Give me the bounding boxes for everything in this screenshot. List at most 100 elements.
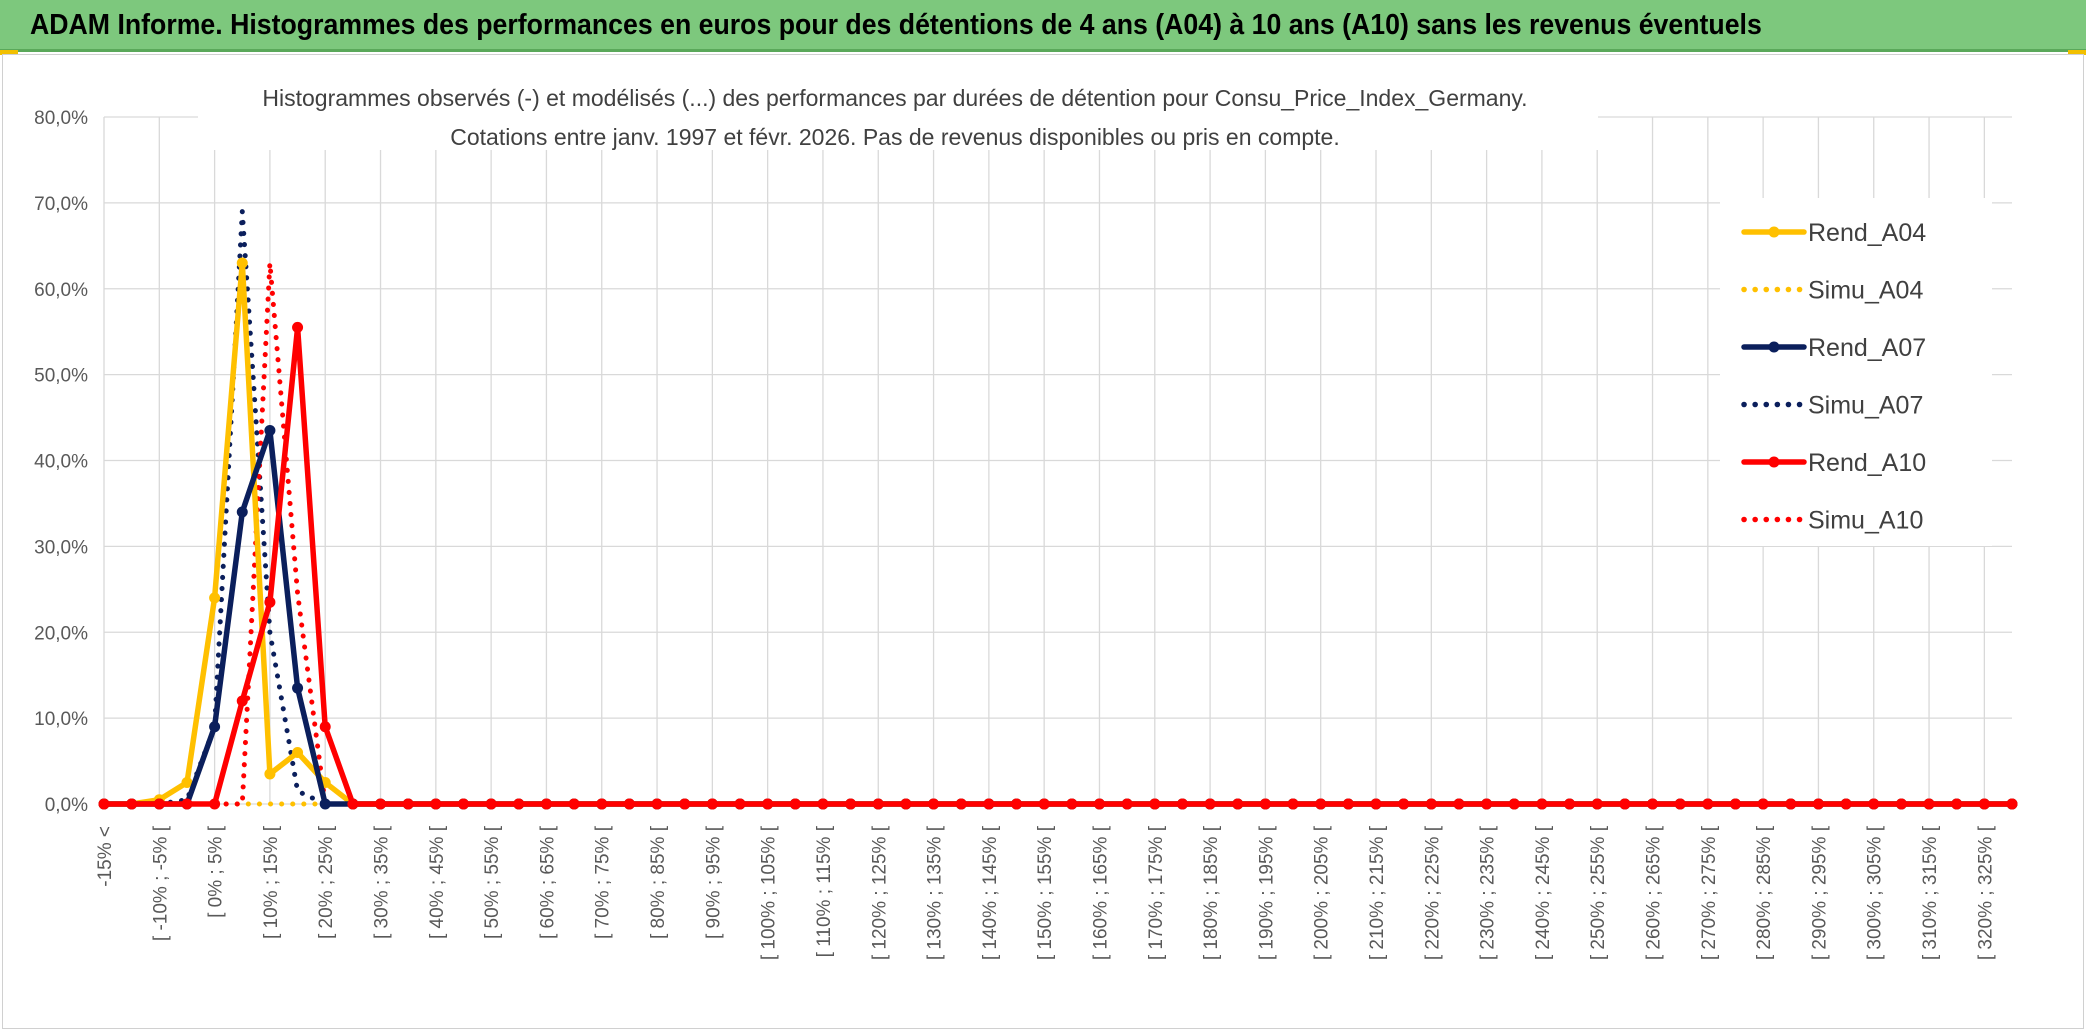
- x-tick-label: [ 320% ; 325% [: [1975, 825, 1996, 960]
- grid-layer: [103, 116, 2012, 805]
- x-tick-label: [ 200% ; 205% [: [1312, 825, 1333, 960]
- series-layer: [98, 209, 2018, 810]
- data-point-rend-a07: [292, 682, 304, 694]
- data-point-rend-a10: [762, 798, 774, 810]
- data-point-rend-a04: [181, 777, 193, 789]
- legend-label: Simu_A10: [1808, 507, 1923, 535]
- y-tick-label: 60,0%: [34, 280, 88, 301]
- data-point-rend-a10: [98, 798, 110, 810]
- data-point-rend-a10: [872, 798, 884, 810]
- y-tick-label: 20,0%: [34, 623, 88, 644]
- data-point-rend-a10: [1038, 798, 1050, 810]
- data-point-rend-a10: [1204, 798, 1216, 810]
- x-tick-label: [ 150% ; 155% [: [1035, 825, 1056, 960]
- data-point-rend-a10: [1287, 798, 1299, 810]
- data-point-rend-a10: [1729, 798, 1741, 810]
- x-tick-label: [ 170% ; 175% [: [1146, 825, 1167, 960]
- x-tick-label: [ 250% ; 255% [: [1588, 825, 1609, 960]
- legend-marker: [1768, 226, 1780, 238]
- x-tick-label: -15% <: [95, 826, 116, 887]
- header-corner-accent-right: [2068, 50, 2086, 55]
- y-tick-label: 30,0%: [34, 537, 88, 558]
- x-tick-label: [ 220% ; 225% [: [1422, 825, 1443, 960]
- x-tick-label: [ 70% ; 75% [: [593, 825, 614, 939]
- x-tick-label: [ 140% ; 145% [: [980, 825, 1001, 960]
- data-point-rend-a10: [623, 798, 635, 810]
- data-point-rend-a10: [153, 798, 165, 810]
- data-point-rend-a10: [1176, 798, 1188, 810]
- legend-label: Simu_A04: [1808, 277, 1923, 305]
- series-line-rend-a10: [101, 324, 2015, 807]
- legend-marker: [1768, 341, 1780, 353]
- data-point-rend-a10: [485, 798, 497, 810]
- y-tick-label: 10,0%: [34, 709, 88, 730]
- y-tick-label: 50,0%: [34, 366, 88, 387]
- data-point-rend-a10: [1895, 798, 1907, 810]
- data-point-rend-a10: [1564, 798, 1576, 810]
- data-point-rend-a10: [375, 798, 387, 810]
- data-point-rend-a04: [209, 592, 221, 604]
- chart-title: Histogrammes observés (-) et modélisés (…: [262, 85, 1527, 111]
- x-tick-label: [ 10% ; 15% [: [261, 825, 282, 939]
- data-point-rend-a10: [347, 798, 359, 810]
- data-point-rend-a10: [679, 798, 691, 810]
- data-point-rend-a10: [928, 798, 940, 810]
- data-point-rend-a10: [1591, 798, 1603, 810]
- data-point-rend-a10: [1315, 798, 1327, 810]
- data-point-rend-a10: [706, 798, 718, 810]
- data-point-rend-a10: [734, 798, 746, 810]
- data-point-rend-a10: [596, 798, 608, 810]
- data-point-rend-a10: [955, 798, 967, 810]
- x-tick-label: [ 60% ; 65% [: [537, 825, 558, 939]
- legend-label: Rend_A10: [1808, 449, 1926, 477]
- data-point-rend-a07: [264, 424, 276, 436]
- x-tick-label: [ 300% ; 305% [: [1865, 825, 1886, 960]
- data-point-rend-a10: [983, 798, 995, 810]
- data-point-rend-a10: [264, 596, 276, 608]
- x-tick-label: [ 270% ; 275% [: [1699, 825, 1720, 960]
- x-tick-label: [ -10% ; -5% [: [150, 825, 171, 941]
- header-corner-accent-left: [0, 50, 18, 55]
- x-tick-label: [ 230% ; 235% [: [1478, 825, 1499, 960]
- chart-frame: [2, 54, 2084, 1029]
- data-point-rend-a10: [1951, 798, 1963, 810]
- data-point-rend-a10: [1785, 798, 1797, 810]
- chart-subtitle: Cotations entre janv. 1997 et févr. 2026…: [450, 124, 1339, 150]
- x-tick-label: [ 130% ; 135% [: [925, 825, 946, 960]
- data-point-rend-a10: [1259, 798, 1271, 810]
- data-point-rend-a10: [1840, 798, 1852, 810]
- data-point-rend-a10: [2006, 798, 2018, 810]
- x-tick-label: [ 50% ; 55% [: [482, 825, 503, 939]
- legend-label: Simu_A07: [1808, 392, 1923, 420]
- data-point-rend-a10: [1757, 798, 1769, 810]
- data-point-rend-a10: [402, 798, 414, 810]
- data-point-rend-a10: [513, 798, 525, 810]
- data-point-rend-a10: [1702, 798, 1714, 810]
- x-tick-label: [ 120% ; 125% [: [869, 825, 890, 960]
- axis-layer: 0,0% 10,0% 20,0% 30,0% 40,0% 50,0% 60,0% 70,0% 8…: [34, 108, 1996, 960]
- data-point-rend-a10: [126, 798, 138, 810]
- data-point-rend-a10: [209, 798, 221, 810]
- x-tick-label: [ 90% ; 95% [: [703, 825, 724, 939]
- data-point-rend-a10: [430, 798, 442, 810]
- data-point-rend-a10: [789, 798, 801, 810]
- data-point-rend-a10: [1370, 798, 1382, 810]
- data-point-rend-a10: [1923, 798, 1935, 810]
- data-point-rend-a10: [1453, 798, 1465, 810]
- data-point-rend-a10: [1619, 798, 1631, 810]
- data-point-rend-a04: [236, 257, 248, 269]
- data-point-rend-a10: [1868, 798, 1880, 810]
- data-point-rend-a10: [900, 798, 912, 810]
- data-point-rend-a10: [1978, 798, 1990, 810]
- report-header: ADAM Informe. Histogrammes des performan…: [0, 0, 2086, 52]
- data-point-rend-a07: [236, 506, 248, 518]
- chart-legend: Rend_A04 Simu_A04 Rend_A07 Simu_A07 Rend_A10…: [1720, 198, 1992, 546]
- data-point-rend-a10: [1536, 798, 1548, 810]
- x-tick-label: [ 290% ; 295% [: [1809, 825, 1830, 960]
- x-tick-label: [ 310% ; 315% [: [1920, 825, 1941, 960]
- data-point-rend-a10: [1232, 798, 1244, 810]
- data-point-rend-a10: [1425, 798, 1437, 810]
- data-point-rend-a10: [457, 798, 469, 810]
- x-tick-label: [ 20% ; 25% [: [316, 825, 337, 939]
- report-title: ADAM Informe. Histogrammes des performan…: [30, 9, 1762, 41]
